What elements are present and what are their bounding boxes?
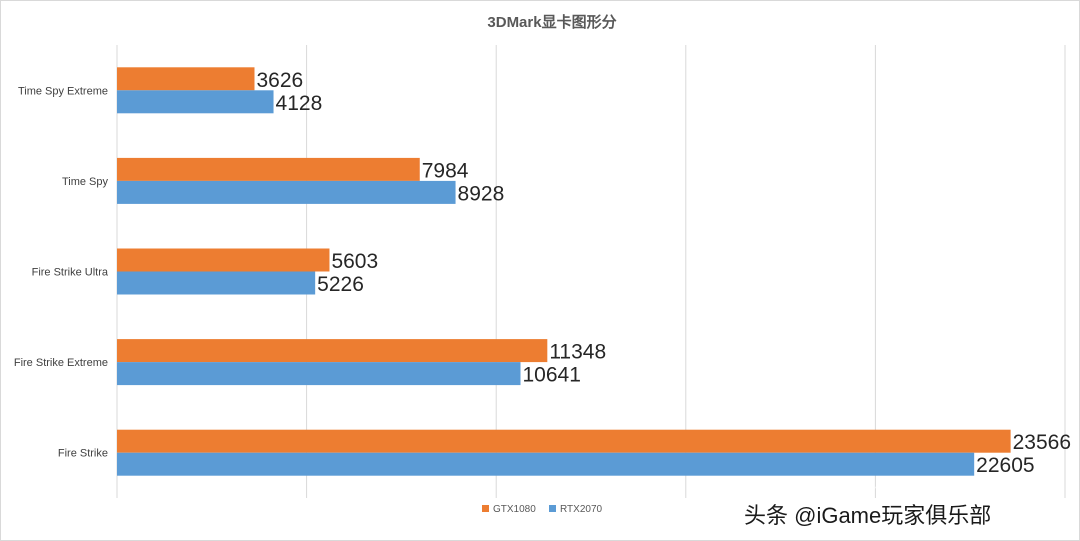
value-label: 5226 (317, 273, 364, 296)
value-label: 8928 (458, 182, 505, 205)
category-labels: Time Spy Extreme Time Spy Fire Strike Ultr… (14, 85, 109, 459)
value-label: 10641 (523, 364, 581, 387)
value-label: 4128 (276, 92, 323, 115)
bar (117, 90, 274, 114)
chart-title: 3DMark显卡图形分 (487, 13, 616, 31)
value-label: 23566 (1013, 431, 1071, 454)
bars (117, 67, 1011, 476)
bar (117, 271, 316, 295)
gridlines (116, 45, 1066, 498)
category-label: Time Spy Extreme (18, 85, 108, 97)
category-label: Fire Strike Extreme (14, 357, 108, 369)
category-label: Fire Strike (58, 448, 108, 460)
bar (117, 362, 521, 386)
value-label: 5603 (331, 250, 378, 273)
watermark-text: 头条 @iGame玩家俱乐部 (744, 503, 991, 528)
bar (117, 67, 255, 91)
legend-entry: GTX1080 (493, 504, 536, 515)
bar (117, 452, 975, 476)
legend-entry: RTX2070 (560, 504, 603, 515)
bar (117, 180, 456, 204)
legend-swatch (482, 505, 489, 512)
bar (117, 339, 548, 363)
watermark-faint-text: iGame玩家俱乐部 (830, 478, 1005, 503)
legend-swatch (549, 505, 556, 512)
value-label: 3626 (256, 69, 303, 92)
value-label: 22605 (976, 454, 1034, 477)
bar (117, 248, 330, 272)
watermark: iGame玩家俱乐部 头条 @iGame玩家俱乐部 (744, 478, 1005, 528)
value-label: 11348 (549, 341, 606, 364)
legend: GTX1080 RTX2070 (482, 504, 603, 515)
category-label: Time Spy (62, 176, 109, 188)
bar (117, 157, 420, 181)
bar (117, 429, 1011, 453)
category-label: Fire Strike Ultra (32, 267, 109, 279)
value-label: 7984 (422, 159, 469, 182)
